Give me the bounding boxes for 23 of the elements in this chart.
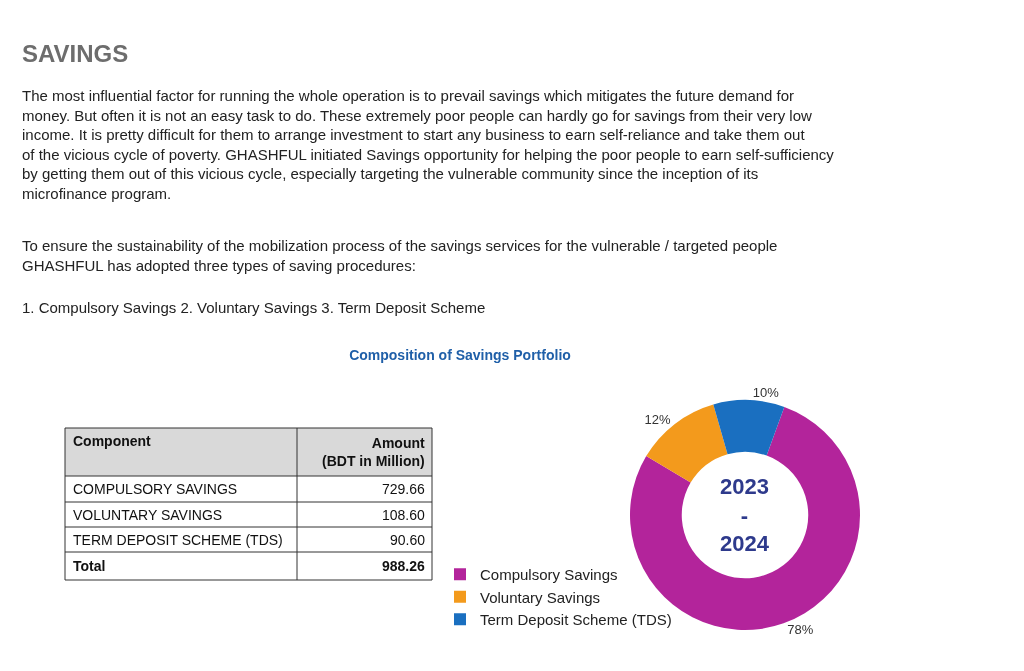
text: 108.60 [382,507,426,523]
chart-title: Composition of Savings Portfolio [349,346,571,363]
text: Amount (BDT in Million) [322,435,425,470]
text: The most influential factor for running the whole operation is to prevail savings which mitigates the future demand for money. But often it is not an easy task to do. These extremely poor people can hardly go for savings from their very low income. It is pretty difficult for them to arrange investment to start any business to earn self-reliance and take them out of the vicious cycle of poverty. GHASHFUL initiated Savings opportunity for helping the poor people to earn self-sufficiency by getting them out of this vicious cycle, especially targeting the vulnerable community since the inception of its microfinance program. [22,87,835,202]
data-label: 12% [644,411,672,427]
donut-slice [713,400,785,456]
legend-label: Term Deposit Scheme (TDS) [480,611,672,629]
text: 1. Compulsory Savings 2. Voluntary Savings 3. Term Deposit Scheme [22,299,486,316]
legend-label: Voluntary Savings [480,588,601,606]
text: 729.66 [382,481,426,497]
legend-label: Compulsory Savings [480,566,618,584]
text: Total [73,558,106,574]
text: VOLUNTARY SAVINGS [73,507,223,523]
text: Component [73,433,152,449]
text: 90.60 [390,532,426,548]
text: COMPULSORY SAVINGS [73,481,238,497]
data-label: 78% [787,622,814,638]
data-label: 10% [752,385,780,401]
text: 988.26 [382,558,426,574]
text: SAVINGS [22,40,129,67]
text: 2023 - 2024 [720,474,770,557]
text: TERM DEPOSIT SCHEME (TDS) [73,532,283,548]
text: To ensure the sustainability of the mobilization process of the savings services for the vulnerable / targeted people GHASHFUL has adopted three types of saving procedures: [22,237,778,274]
